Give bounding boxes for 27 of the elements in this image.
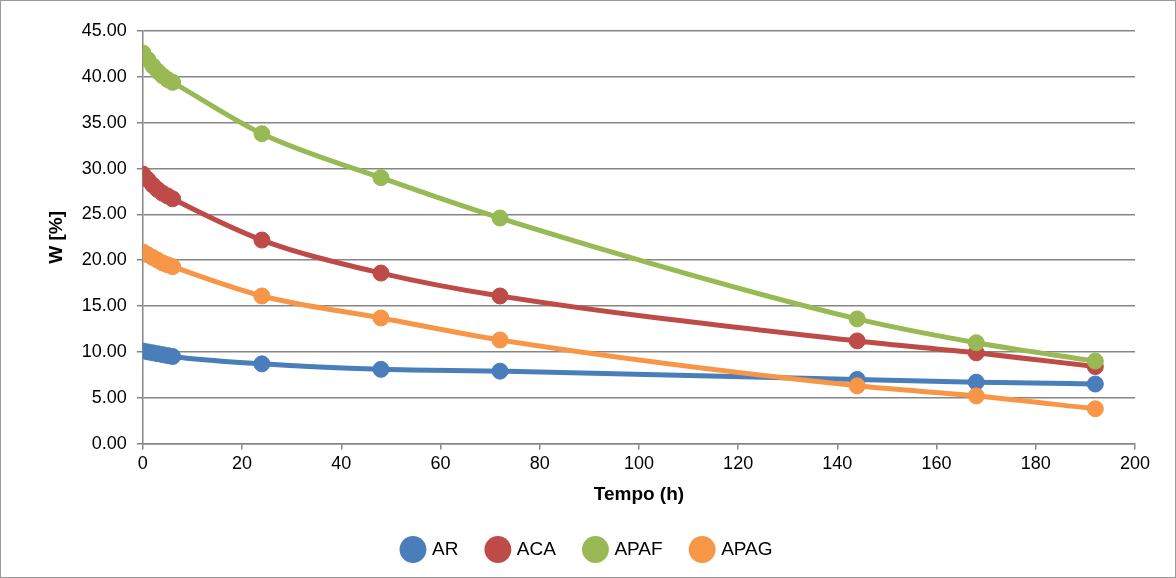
legend-label: APAG [721,537,773,559]
x-tick-label: 160 [921,453,952,474]
legend-label: APAF [614,537,663,559]
y-tick-label: 5.00 [91,386,127,407]
x-tick-label: 120 [723,453,754,474]
y-tick-label: 40.00 [81,65,127,86]
x-tick-label: 180 [1020,453,1051,474]
x-tick-label: 60 [430,453,451,474]
x-tick-label: 100 [623,453,654,474]
y-tick-label: 35.00 [81,111,127,132]
y-tick-label: 30.00 [81,157,127,178]
legend-label: AR [431,537,459,559]
y-tick-label: 0.00 [91,432,127,453]
x-tick-label: 0 [137,453,148,474]
legend-label: ACA [516,537,557,559]
y-tick-label: 15.00 [81,295,127,316]
x-tick-label: 200 [1119,453,1151,474]
y-tick-label: 25.00 [81,203,127,224]
y-tick-label: 45.00 [81,19,127,40]
x-tick-label: 20 [232,453,253,474]
x-tick-label: 140 [822,453,853,474]
x-axis-title: Tempo (h) [593,482,685,504]
y-tick-label: 20.00 [81,249,127,270]
x-tick-label: 80 [529,453,550,474]
y-tick-label: 10.00 [81,340,127,361]
y-axis-title: W [%] [44,210,66,264]
x-tick-label: 40 [331,453,352,474]
